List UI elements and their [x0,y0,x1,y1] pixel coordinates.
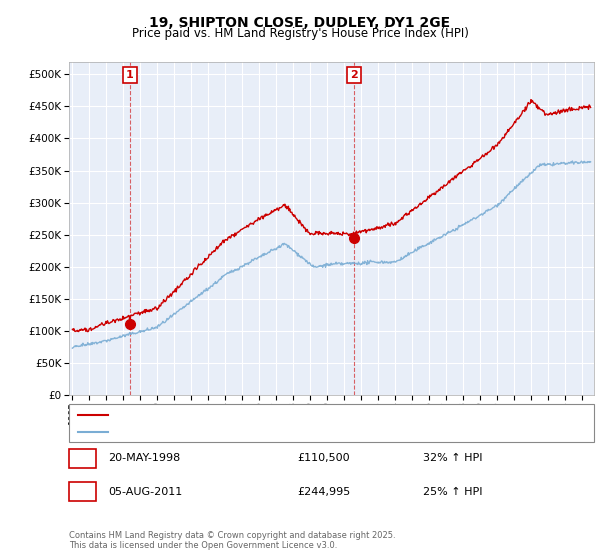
Text: £244,995: £244,995 [297,487,350,497]
Text: 1: 1 [126,70,134,80]
Text: HPI: Average price, detached house, Dudley: HPI: Average price, detached house, Dudl… [112,427,342,437]
Text: 05-AUG-2011: 05-AUG-2011 [108,487,182,497]
Text: £110,500: £110,500 [297,453,350,463]
Text: 20-MAY-1998: 20-MAY-1998 [108,453,180,463]
Text: 2: 2 [350,70,358,80]
Text: 32% ↑ HPI: 32% ↑ HPI [423,453,482,463]
Text: 2: 2 [79,487,86,497]
Text: 19, SHIPTON CLOSE, DUDLEY, DY1 2GE (detached house): 19, SHIPTON CLOSE, DUDLEY, DY1 2GE (deta… [112,410,410,420]
Text: Contains HM Land Registry data © Crown copyright and database right 2025.
This d: Contains HM Land Registry data © Crown c… [69,530,395,550]
Text: 19, SHIPTON CLOSE, DUDLEY, DY1 2GE: 19, SHIPTON CLOSE, DUDLEY, DY1 2GE [149,16,451,30]
Text: Price paid vs. HM Land Registry's House Price Index (HPI): Price paid vs. HM Land Registry's House … [131,27,469,40]
Text: 1: 1 [79,453,86,463]
Text: 25% ↑ HPI: 25% ↑ HPI [423,487,482,497]
